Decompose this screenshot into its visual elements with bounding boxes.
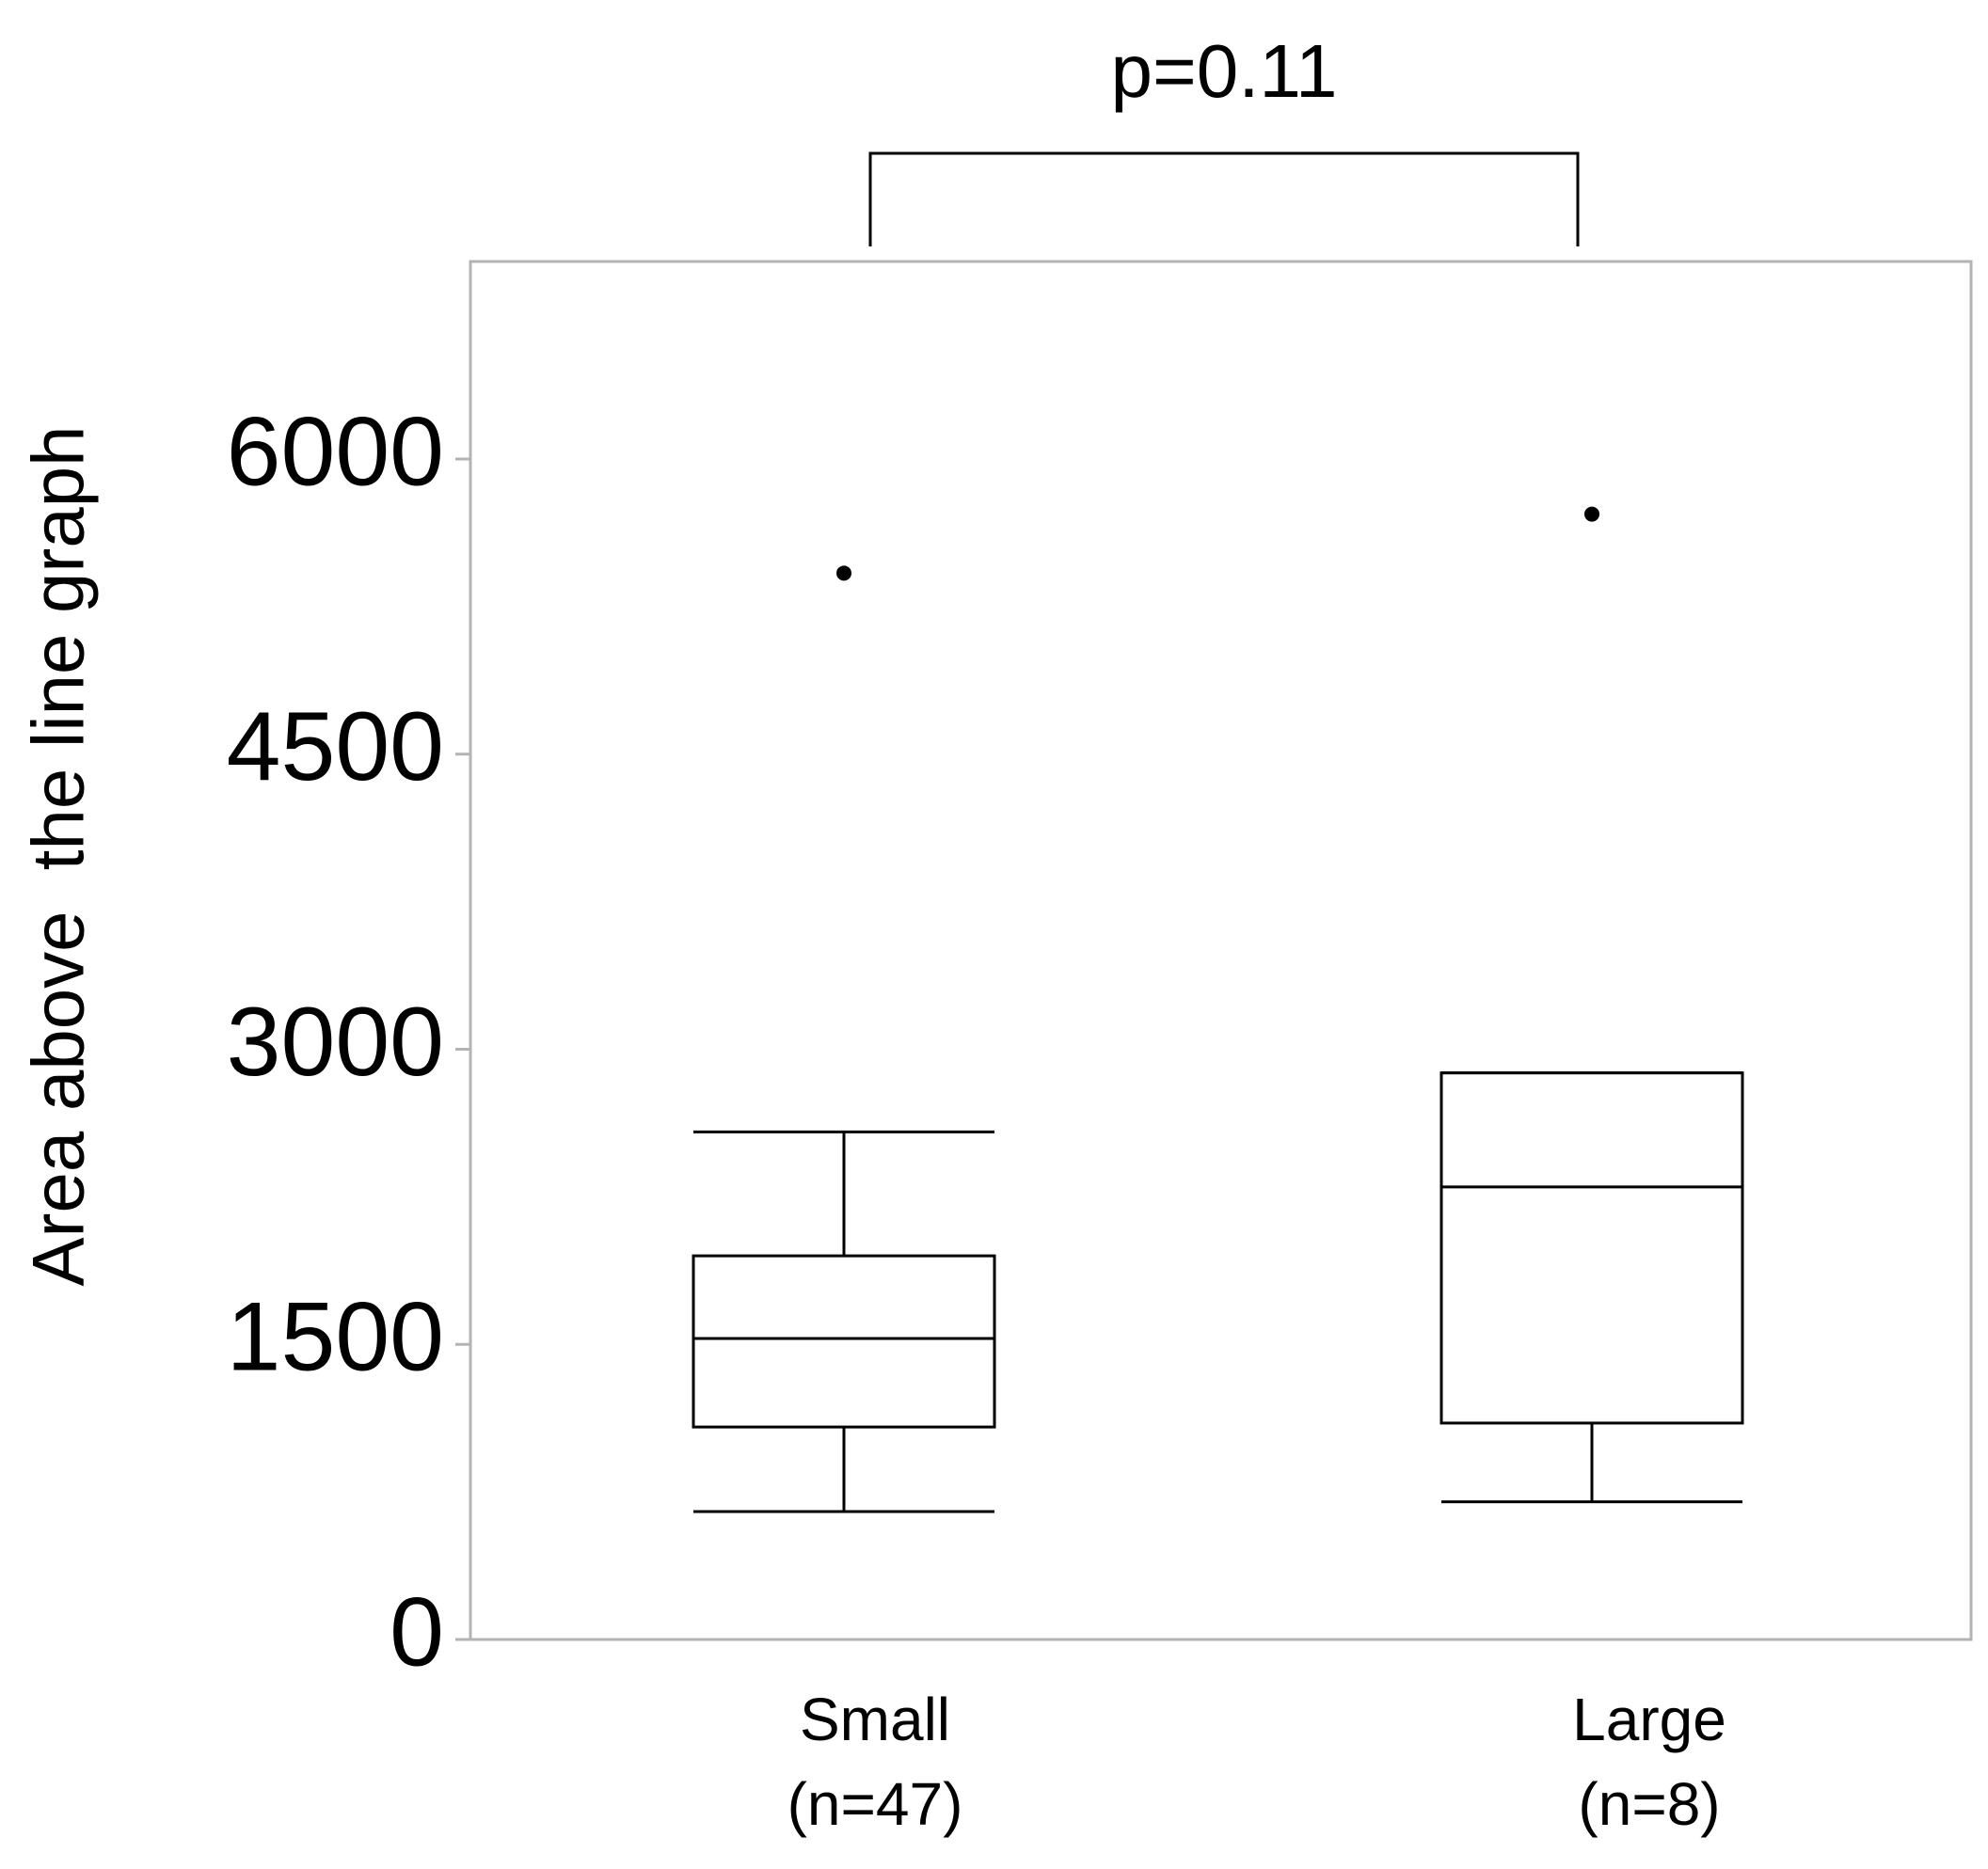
y-tick-label: 4500 bbox=[227, 692, 444, 801]
box-large bbox=[1439, 506, 1744, 1504]
plot-frame bbox=[469, 260, 1973, 1641]
significance-bracket bbox=[868, 151, 1580, 246]
x-axis-labels: Small (n=47) Large (n=8) bbox=[787, 1686, 1726, 1838]
y-tick-label: 6000 bbox=[227, 397, 444, 506]
x-category-label: Small bbox=[800, 1686, 950, 1753]
y-tick-label: 1500 bbox=[227, 1283, 444, 1392]
y-axis-label: Area above the line graph bbox=[17, 426, 100, 1287]
box-small bbox=[692, 565, 996, 1513]
y-tick-label: 3000 bbox=[227, 988, 444, 1097]
boxes-layer bbox=[692, 506, 1744, 1513]
interquartile-box bbox=[692, 1254, 996, 1429]
p-value-annotation: p=0.11 bbox=[1111, 29, 1338, 113]
x-category-label: Large bbox=[1572, 1686, 1726, 1753]
y-axis-ticks: 0 1500 3000 4500 6000 bbox=[227, 397, 470, 1687]
x-category-n-label: (n=8) bbox=[1578, 1770, 1720, 1838]
interquartile-box bbox=[1439, 1071, 1744, 1425]
outlier-point bbox=[836, 565, 851, 581]
outlier-point bbox=[1584, 506, 1599, 522]
y-tick-label: 0 bbox=[390, 1577, 444, 1687]
x-category-n-label: (n=47) bbox=[787, 1770, 963, 1838]
